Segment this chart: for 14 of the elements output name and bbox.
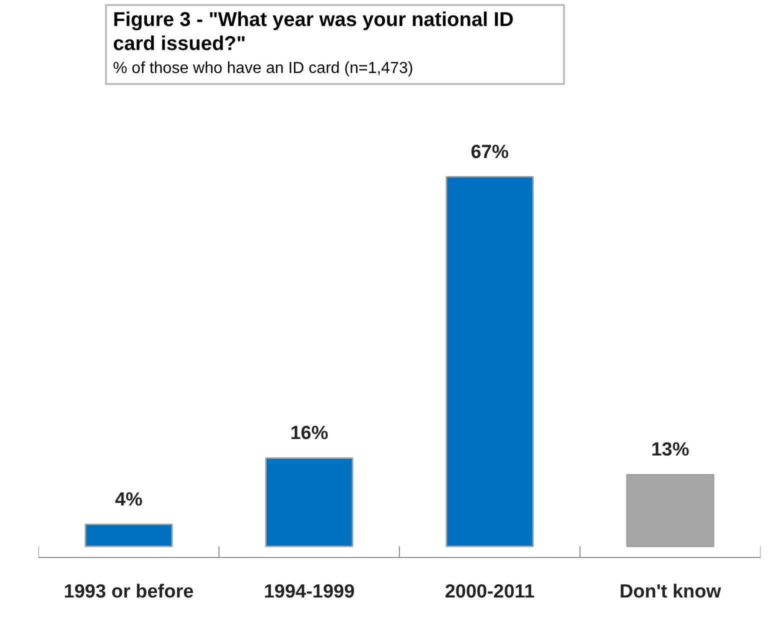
x-tick-label: 1994-1999 <box>264 581 355 602</box>
chart-title: Figure 3 - "What year was your national ID card issued?" <box>113 8 515 56</box>
bar <box>84 523 173 548</box>
x-tick-label: Don't know <box>619 581 722 602</box>
chart-subtitle: % of those who have an ID card (n=1,473) <box>113 59 414 79</box>
data-label: 16% <box>290 422 328 444</box>
x-tick-label: 2000-2011 <box>444 581 536 602</box>
bar <box>626 474 714 548</box>
data-label: 4% <box>115 489 143 510</box>
bar <box>265 457 354 548</box>
x-tick-label: 1993 or before <box>64 581 194 602</box>
data-label: 67% <box>470 142 509 163</box>
data-label: 13% <box>651 440 690 461</box>
bar <box>446 176 534 548</box>
